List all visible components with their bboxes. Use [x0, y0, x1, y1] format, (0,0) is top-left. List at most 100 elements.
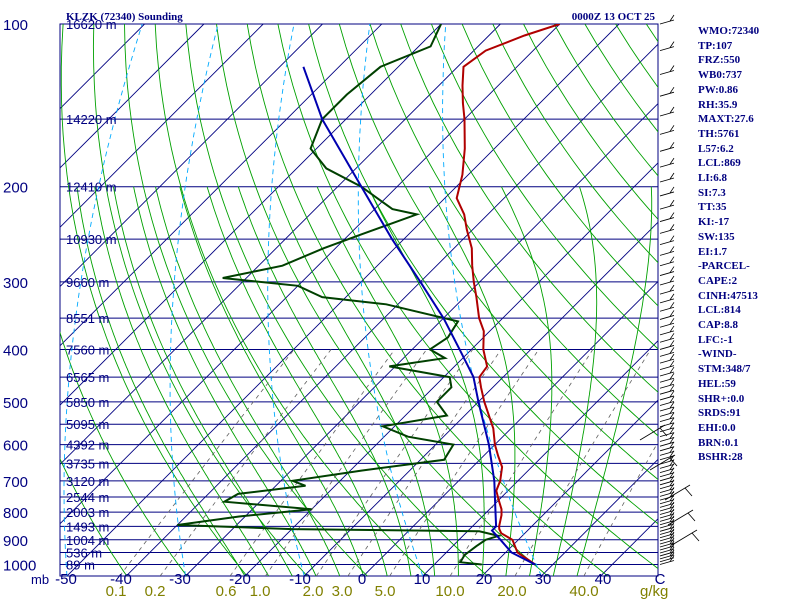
moist-adiabat: [428, 186, 516, 576]
height-label: 7560 m: [66, 342, 109, 357]
temperature-label: 30: [535, 571, 552, 588]
mixing-ratio-label: 0.6: [216, 583, 237, 600]
wind-barb: [659, 491, 675, 497]
wind-barb: [659, 503, 675, 508]
isotherm-line: [60, 24, 323, 288]
isotherm-line: [60, 24, 501, 466]
pressure-label: 200: [3, 180, 28, 197]
wind-barb-flag: [669, 340, 675, 347]
temperature-label: 20: [476, 571, 493, 588]
wind-barb-flag: [669, 450, 675, 457]
stats-line: -PARCEL-: [698, 260, 750, 273]
height-label: 12410 m: [66, 180, 117, 195]
wind-barb: [659, 389, 675, 395]
dry-adiabat: [461, 24, 658, 307]
profile-lines: [177, 24, 561, 566]
wind-barb: [659, 111, 675, 117]
wind-barb: [659, 464, 675, 469]
temperature-label: -20: [229, 571, 251, 588]
wind-barb-flag: [669, 540, 675, 548]
stats-line: MAXT:27.6: [698, 113, 754, 126]
wind-barb: [659, 533, 675, 539]
wind-barb-flag: [669, 549, 675, 557]
wind-barb: [659, 177, 675, 183]
wind-barb-flag: [669, 266, 675, 273]
stats-panel: WMO:72340 TP:107 FRZ:550 WB0:737 PW:0.86 RH:3…: [698, 24, 798, 465]
wind-barb-flag: [669, 14, 675, 22]
wind-barb-flag: [669, 142, 675, 149]
wind-barb-flag: [669, 396, 675, 403]
wind-barb: [659, 406, 675, 412]
pressure-label: 1000: [3, 558, 36, 575]
wind-barb-flag: [669, 246, 675, 253]
stats-line: CAPE:2: [698, 274, 738, 287]
temperature-line: [455, 24, 561, 566]
isotherm-line: [541, 458, 658, 576]
mixing-ratio-label: 2.0: [303, 583, 324, 600]
wind-barb-flag: [669, 467, 675, 474]
mixing-ratio-label: 3.0: [332, 583, 353, 600]
wind-barb: [659, 351, 675, 357]
pressure-label: 100: [3, 17, 28, 34]
wind-barb-flag: [669, 366, 675, 374]
wind-barb: [659, 560, 675, 565]
wind-barb-flag: [669, 417, 675, 424]
moist-adiabat: [206, 186, 388, 576]
wind-barb: [659, 191, 675, 197]
moist-adiabat: [94, 186, 269, 576]
dry-adiabat: [154, 24, 428, 576]
mixing-ratio-label: 5.0: [375, 583, 396, 600]
dewpoint-line: [177, 24, 503, 566]
wind-barb: [659, 271, 675, 276]
height-label: 14220 m: [66, 112, 117, 127]
wind-barb: [659, 437, 675, 442]
stats-line: PW:0.86: [698, 83, 739, 96]
wind-barb-flag: [669, 555, 675, 562]
wind-barb-flag: [669, 505, 675, 512]
wind-barb-flag: [684, 487, 693, 497]
stats-line: L57:6.2: [698, 142, 734, 155]
wind-barb-flag: [669, 157, 675, 165]
wind-barb-flag: [669, 534, 675, 542]
wind-barb: [659, 322, 675, 328]
wind-barb: [659, 204, 675, 210]
pressure-label: 900: [3, 533, 28, 550]
moist-adiabat: [179, 186, 364, 576]
stats-line: RH:35.9: [698, 98, 738, 111]
wind-barb: [659, 162, 675, 168]
wind-barb-flag: [669, 379, 675, 386]
guide-line: [442, 24, 542, 576]
wind-barb: [659, 506, 675, 512]
wind-barb-flag: [669, 546, 675, 554]
stats-line: LFC:-1: [698, 333, 733, 346]
wind-barb-flag: [669, 427, 675, 434]
wind-barb: [659, 365, 675, 371]
dry-adiabat: [369, 24, 658, 437]
wind-barb-flag: [669, 360, 675, 367]
height-label: 3735 m: [66, 456, 109, 471]
wind-barb-flag: [687, 512, 696, 522]
dry-adiabat: [430, 24, 658, 350]
moist-adiabat: [552, 186, 598, 576]
wind-barb-flag: [669, 479, 675, 486]
wind-barb: [659, 513, 675, 519]
wind-barb: [659, 330, 675, 336]
height-label: 16620 m: [66, 17, 117, 32]
stats-line: BRN:0.1: [698, 436, 739, 449]
wind-barb-flag: [669, 401, 675, 409]
isotherm-line: [422, 340, 658, 576]
stats-line: SHR+:0.0: [698, 392, 745, 405]
height-label: 1004 m: [66, 533, 109, 548]
height-label: 2544 m: [66, 490, 109, 505]
isotherm-line: [303, 221, 658, 576]
mixing-ratio-label: 20.0: [497, 583, 526, 600]
moist-adiabat: [237, 186, 412, 576]
isotherm-line: [60, 24, 205, 169]
dry-adiabat: [124, 24, 368, 576]
wind-barb-flag: [669, 543, 675, 551]
wind-barb-flag: [669, 106, 675, 114]
wind-barb-flag: [669, 41, 675, 48]
stats-line: HEL:59: [698, 377, 736, 390]
wind-barb: [659, 468, 675, 474]
